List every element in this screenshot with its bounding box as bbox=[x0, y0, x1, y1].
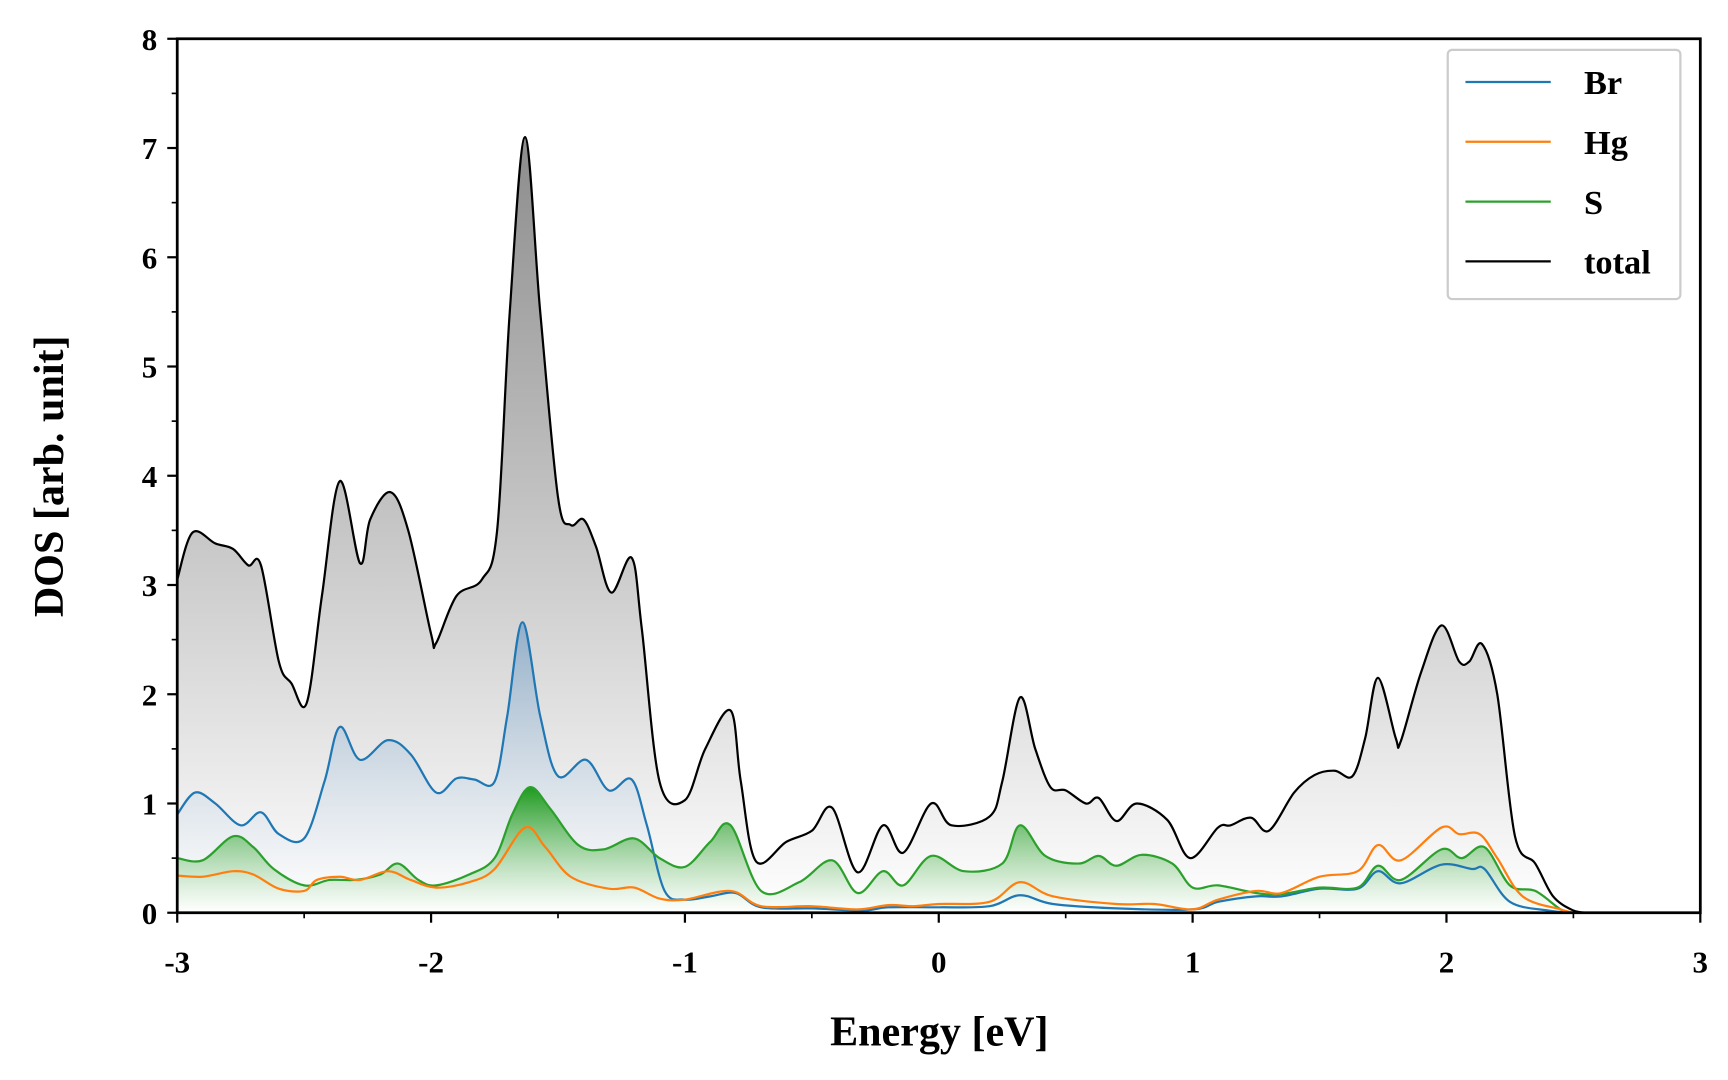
x-tick-label: 1 bbox=[1185, 945, 1201, 980]
x-axis-label: Energy [eV] bbox=[830, 1009, 1049, 1056]
series-line-hg bbox=[177, 825, 1574, 913]
x-tick-label: -1 bbox=[672, 945, 698, 980]
y-tick-label: 6 bbox=[142, 240, 158, 275]
y-tick-label: 3 bbox=[142, 568, 158, 603]
legend-label: Hg bbox=[1584, 124, 1628, 162]
y-tick-label: 2 bbox=[142, 677, 158, 712]
x-tick-label: 3 bbox=[1693, 945, 1709, 980]
legend-item-total: total bbox=[1465, 244, 1651, 282]
series-fill-s bbox=[177, 787, 1574, 913]
y-axis-label: DOS [arb. unit] bbox=[26, 335, 73, 617]
y-tick-label: 5 bbox=[142, 350, 158, 385]
y-tick-label: 4 bbox=[142, 459, 158, 494]
legend-label: Br bbox=[1584, 64, 1622, 102]
legend-item-s: S bbox=[1465, 184, 1603, 222]
legend-label: total bbox=[1584, 244, 1651, 282]
series-line-s bbox=[177, 786, 1574, 913]
x-tick-label: 2 bbox=[1439, 945, 1455, 980]
legend-item-hg: Hg bbox=[1465, 124, 1628, 162]
x-tick-label: -2 bbox=[418, 945, 444, 980]
y-tick-label: 0 bbox=[142, 896, 158, 931]
legend-box bbox=[1446, 48, 1682, 301]
y-tick-label: 7 bbox=[142, 131, 158, 166]
y-tick-label: 8 bbox=[142, 22, 158, 57]
legend-item-br: Br bbox=[1465, 64, 1622, 102]
y-tick-label: 1 bbox=[142, 787, 158, 822]
x-tick-label: 0 bbox=[931, 945, 947, 980]
series-line-total bbox=[177, 136, 1587, 913]
x-tick-label: -3 bbox=[164, 945, 190, 980]
legend-label: S bbox=[1584, 184, 1603, 222]
